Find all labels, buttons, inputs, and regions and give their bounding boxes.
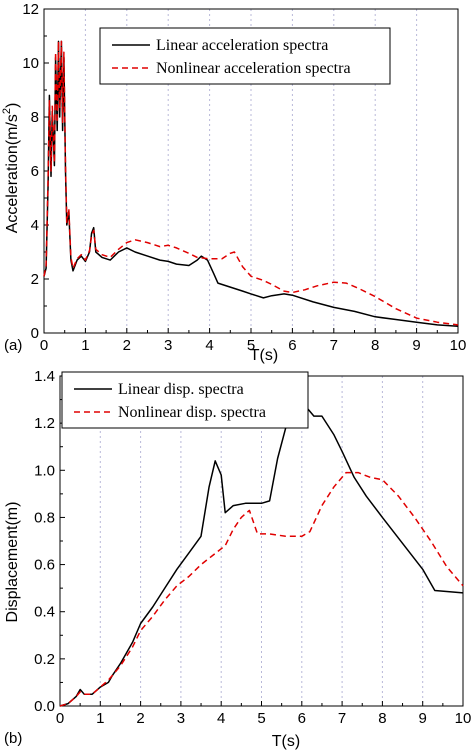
panel-label-b: (b) bbox=[4, 730, 22, 747]
x-tick-label: 3 bbox=[177, 710, 185, 727]
x-tick-label: 9 bbox=[412, 337, 420, 354]
y-tick-label: 0.8 bbox=[34, 509, 55, 526]
x-tick-label: 10 bbox=[455, 710, 472, 727]
x-axis-label-a: T(s) bbox=[250, 347, 278, 364]
x-tick-label: 8 bbox=[371, 337, 379, 354]
x-tick-label: 5 bbox=[257, 710, 265, 727]
y-tick-label: 0 bbox=[31, 325, 39, 342]
panel-label-a: (a) bbox=[4, 337, 22, 354]
x-tick-label: 8 bbox=[378, 710, 386, 727]
y-tick-label: 12 bbox=[22, 1, 39, 18]
y-tick-label: 0.2 bbox=[34, 651, 55, 668]
y-tick-label: 6 bbox=[31, 163, 39, 180]
displacement-chart: 0 1 2 3 4 5 6 7 8 9 10 0.0 0.2 0.4 0.6 0.8 1.0 1.2 1.4 Li… bbox=[4, 368, 471, 750]
legend-label: Nonlinear disp. spectra bbox=[118, 404, 266, 421]
series-group-a bbox=[43, 40, 459, 328]
legend-a: Linear acceleration spectra Nonlinear acc… bbox=[99, 27, 391, 85]
x-tick-label: 1 bbox=[96, 710, 104, 727]
x-tick-label: 0 bbox=[40, 337, 48, 354]
series-line-2 bbox=[59, 471, 464, 707]
x-ticks-b: 0 1 2 3 4 5 6 7 8 9 10 bbox=[56, 701, 472, 727]
y-tick-label: 10 bbox=[22, 55, 39, 72]
x-tick-label: 7 bbox=[330, 337, 338, 354]
y-ticks-b: 0.0 0.2 0.4 0.6 0.8 1.0 1.2 1.4 bbox=[34, 368, 65, 715]
y-ticks-a: 0 2 4 6 8 10 12 bbox=[22, 1, 49, 342]
y-tick-label: 1.0 bbox=[34, 462, 55, 479]
legend-label: Linear acceleration spectra bbox=[156, 37, 328, 54]
x-tick-label: 6 bbox=[298, 710, 306, 727]
y-tick-label: 0.6 bbox=[34, 557, 55, 574]
x-tick-label: 10 bbox=[450, 337, 467, 354]
x-tick-label: 5 bbox=[247, 337, 255, 354]
x-tick-label: 7 bbox=[338, 710, 346, 727]
y-tick-label: 1.2 bbox=[34, 415, 55, 432]
y-tick-label: 0.0 bbox=[34, 698, 55, 715]
x-tick-label: 9 bbox=[419, 710, 427, 727]
x-ticks-a: 0 1 2 3 4 5 6 7 8 9 10 bbox=[40, 328, 467, 354]
legend-b: Linear disp. spectra Nonlinear disp. spec… bbox=[61, 371, 309, 429]
x-tick-label: 4 bbox=[217, 710, 225, 727]
x-tick-label: 2 bbox=[136, 710, 144, 727]
y-tick-label: 0.4 bbox=[34, 604, 55, 621]
x-tick-label: 0 bbox=[56, 710, 64, 727]
series-line-1 bbox=[59, 401, 464, 707]
grid-b bbox=[99, 376, 424, 706]
x-tick-label: 2 bbox=[123, 337, 131, 354]
legend-box bbox=[61, 371, 309, 429]
y-axis-label-a: Acceleration(m/s2) bbox=[1, 103, 21, 234]
y-axis-label-a-main: Acceleration(m/s bbox=[4, 114, 21, 233]
series-group-b bbox=[59, 401, 464, 707]
y-tick-label: 1.4 bbox=[34, 368, 55, 385]
y-axis-label-a-sup: 2 bbox=[1, 108, 13, 114]
series-line-2 bbox=[43, 40, 459, 326]
legend-label: Nonlinear acceleration spectra bbox=[156, 60, 351, 77]
legend-label: Linear disp. spectra bbox=[118, 381, 244, 398]
y-axis-label-a-end: ) bbox=[4, 103, 21, 108]
x-tick-label: 3 bbox=[164, 337, 172, 354]
y-tick-label: 8 bbox=[31, 109, 39, 126]
x-axis-label-b: T(s) bbox=[272, 733, 300, 750]
legend-box bbox=[99, 27, 391, 85]
y-tick-label: 4 bbox=[31, 217, 39, 234]
x-tick-label: 4 bbox=[205, 337, 213, 354]
x-tick-label: 1 bbox=[81, 337, 89, 354]
x-tick-label: 6 bbox=[288, 337, 296, 354]
y-tick-label: 2 bbox=[31, 271, 39, 288]
grid-a bbox=[84, 9, 418, 333]
y-axis-label-b: Displacement(m) bbox=[4, 502, 21, 623]
